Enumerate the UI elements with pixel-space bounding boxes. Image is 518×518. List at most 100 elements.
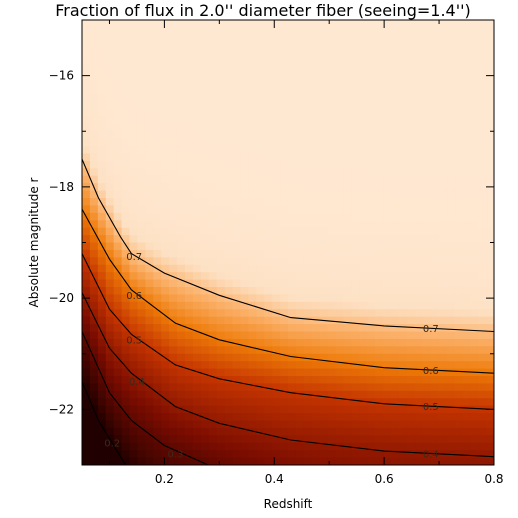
heatmap-cell: [454, 227, 463, 236]
heatmap-cell: [398, 376, 408, 385]
heatmap-cell: [367, 383, 376, 392]
heatmap-cell: [288, 346, 297, 355]
heatmap-cell: [137, 183, 146, 192]
heatmap-cell: [478, 160, 487, 169]
heatmap-cell: [343, 116, 352, 125]
heatmap-cell: [438, 331, 448, 340]
heatmap-cell: [153, 79, 162, 88]
heatmap-cell: [272, 49, 281, 58]
heatmap-cell: [153, 420, 162, 429]
heatmap-cell: [105, 131, 115, 140]
heatmap-cell: [169, 198, 178, 207]
heatmap-cell: [105, 427, 115, 436]
heatmap-cell: [398, 264, 408, 273]
heatmap-cell: [224, 249, 234, 258]
heatmap-cell: [185, 146, 194, 155]
heatmap-cell: [169, 71, 178, 80]
heatmap-cell: [359, 346, 368, 355]
heatmap-cell: [177, 390, 186, 399]
heatmap-cell: [216, 427, 226, 436]
x-tick-label: 0.6: [375, 472, 394, 486]
heatmap-cell: [295, 361, 305, 370]
heatmap-cell: [478, 338, 487, 347]
heatmap-cell: [383, 242, 392, 251]
heatmap-cell: [486, 420, 494, 429]
heatmap-cell: [454, 153, 463, 162]
heatmap-cell: [224, 205, 234, 214]
heatmap-cell: [430, 398, 440, 407]
heatmap-cell: [216, 227, 226, 236]
heatmap-cell: [367, 457, 376, 465]
heatmap-cell: [319, 227, 329, 236]
heatmap-cell: [89, 64, 99, 73]
heatmap-cell: [240, 331, 249, 340]
heatmap-cell: [430, 123, 440, 132]
heatmap-cell: [335, 175, 345, 184]
heatmap-cell: [264, 316, 273, 325]
heatmap-cell: [422, 57, 432, 66]
heatmap-cell: [89, 361, 99, 370]
heatmap-cell: [383, 287, 392, 296]
heatmap-cell: [414, 294, 424, 303]
heatmap-cell: [177, 427, 186, 436]
heatmap-cell: [438, 442, 448, 451]
heatmap-cell: [256, 376, 265, 385]
heatmap-cell: [391, 353, 400, 362]
heatmap-cell: [121, 49, 131, 58]
heatmap-cell: [311, 34, 321, 43]
heatmap-cell: [311, 183, 321, 192]
heatmap-cell: [248, 101, 257, 110]
heatmap-cell: [280, 86, 289, 95]
heatmap-cell: [398, 198, 408, 207]
heatmap-cell: [288, 205, 297, 214]
heatmap-cell: [264, 361, 273, 370]
heatmap-cell: [406, 27, 416, 36]
heatmap-cell: [256, 442, 265, 451]
heatmap-cell: [343, 420, 352, 429]
heatmap-cell: [391, 27, 400, 36]
heatmap-cell: [216, 160, 226, 169]
heatmap-cell: [208, 368, 218, 377]
heatmap-cell: [280, 49, 289, 58]
heatmap-cell: [414, 353, 424, 362]
heatmap-cell: [185, 205, 194, 214]
heatmap-cell: [240, 109, 249, 118]
heatmap-cell: [486, 279, 494, 288]
heatmap-cell: [137, 42, 146, 51]
heatmap-cell: [303, 279, 313, 288]
heatmap-cell: [169, 413, 178, 422]
heatmap-cell: [478, 86, 487, 95]
heatmap-cell: [89, 190, 99, 199]
heatmap-cell: [232, 71, 242, 80]
heatmap-cell: [264, 272, 273, 281]
heatmap-cell: [422, 331, 432, 340]
heatmap-cell: [470, 413, 479, 422]
heatmap-cell: [446, 49, 455, 58]
heatmap-cell: [343, 331, 352, 340]
heatmap-cell: [145, 331, 154, 340]
heatmap-cell: [177, 398, 186, 407]
heatmap-cell: [446, 420, 455, 429]
heatmap-cell: [438, 160, 448, 169]
heatmap-cell: [129, 249, 139, 258]
heatmap-cell: [280, 457, 289, 465]
heatmap-cell: [248, 212, 257, 221]
heatmap-cell: [105, 116, 115, 125]
heatmap-cell: [438, 101, 448, 110]
heatmap-cell: [129, 264, 139, 273]
heatmap-cell: [280, 64, 289, 73]
heatmap-cell: [161, 183, 170, 192]
heatmap-cell: [288, 242, 297, 251]
heatmap-cell: [295, 57, 305, 66]
heatmap-cell: [82, 116, 91, 125]
heatmap-cell: [311, 153, 321, 162]
heatmap-cell: [335, 198, 345, 207]
heatmap-cell: [478, 361, 487, 370]
heatmap-cell: [470, 205, 479, 214]
heatmap-cell: [153, 205, 162, 214]
heatmap-cell: [327, 435, 337, 444]
heatmap-cell: [89, 20, 99, 29]
heatmap-cell: [185, 264, 194, 273]
heatmap-cell: [430, 49, 440, 58]
heatmap-cell: [351, 146, 360, 155]
